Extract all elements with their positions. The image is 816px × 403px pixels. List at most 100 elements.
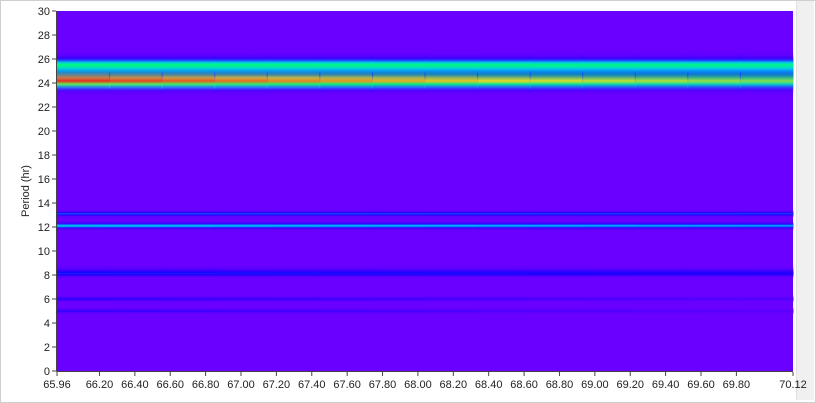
heatmap-band-segment: [425, 52, 479, 86]
y-tick-label: 4: [44, 318, 50, 330]
heatmap-band-segment: [214, 294, 268, 304]
y-tick-label: 30: [38, 6, 50, 18]
y-tick-label: 22: [38, 102, 50, 114]
heatmap-band-segment: [267, 220, 321, 232]
heatmap-band-segment: [214, 306, 268, 316]
x-tick-label: 66.20: [86, 379, 114, 391]
heatmap-band-segment: [267, 209, 321, 219]
x-tick-label: 69.40: [652, 379, 680, 391]
heatmap-band-segment: [57, 209, 111, 219]
heatmap-band-segment: [740, 220, 794, 232]
heatmap-band-segment: [214, 220, 268, 232]
heatmap-band-segment: [372, 209, 426, 219]
heatmap-band-segment: [109, 209, 163, 219]
x-tick-label: 66.60: [156, 379, 184, 391]
x-tick-label: 68.80: [546, 379, 574, 391]
x-tick-label: 69.00: [581, 379, 609, 391]
y-tick-label: 26: [38, 54, 50, 66]
heatmap-band-segment: [425, 220, 479, 232]
heatmap-band-segment: [372, 306, 426, 316]
heatmap-band-segment: [267, 294, 321, 304]
y-tick-label: 20: [38, 126, 50, 138]
heatmap-band-segment: [267, 52, 321, 86]
heatmap-band-segment: [319, 52, 373, 86]
y-tick-label: 2: [44, 342, 50, 354]
heatmap-band-segment: [372, 52, 426, 86]
y-tick-label: 0: [44, 366, 50, 378]
x-tick-label: 67.20: [263, 379, 291, 391]
heatmap-band-segment: [319, 294, 373, 304]
plot-area: [57, 11, 794, 371]
heatmap-band-segment: [687, 263, 741, 280]
x-tick-label: 66.80: [192, 379, 220, 391]
heatmap-band-segment: [582, 263, 636, 280]
heatmap-band-segment: [740, 209, 794, 219]
heatmap-band-segment: [57, 52, 111, 86]
heatmap-band-segment: [635, 52, 689, 86]
x-tick-label: 68.40: [475, 379, 503, 391]
heatmap-band-segment: [109, 294, 163, 304]
x-tick-label: 67.00: [227, 379, 255, 391]
heatmap-band-segment: [582, 294, 636, 304]
heatmap-band-segment: [477, 306, 531, 316]
heatmap-band-segment: [372, 263, 426, 280]
heatmap-band-segment: [57, 220, 111, 232]
x-tick-label: 69.80: [723, 379, 751, 391]
x-tick-label: 68.20: [440, 379, 468, 391]
y-tick-label: 18: [38, 150, 50, 162]
heatmap-band-segment: [425, 263, 479, 280]
y-tick-label: 16: [38, 174, 50, 186]
x-tick-label: 67.80: [369, 379, 397, 391]
heatmap-band-segment: [162, 209, 216, 219]
heatmap-band-segment: [477, 52, 531, 86]
heatmap-band-segment: [477, 263, 531, 280]
heatmap-band-segment: [57, 306, 111, 316]
heatmap-band-segment: [162, 263, 216, 280]
heatmap-band-segment: [740, 306, 794, 316]
x-tick-label: 69.60: [687, 379, 715, 391]
heatmap-band-segment: [372, 220, 426, 232]
heatmap-band-segment: [425, 294, 479, 304]
heatmap-band-segment: [740, 52, 794, 86]
heatmap-band-segment: [319, 263, 373, 280]
y-tick-label: 10: [38, 246, 50, 258]
heatmap-band-segment: [530, 294, 584, 304]
heatmap-band-segment: [109, 220, 163, 232]
heatmap-band-segment: [530, 263, 584, 280]
heatmap-band-segment: [214, 52, 268, 86]
y-tick-label: 8: [44, 270, 50, 282]
heatmap-band-segment: [635, 209, 689, 219]
heatmap-band-segment: [530, 209, 584, 219]
heatmap-band-segment: [740, 263, 794, 280]
y-tick-label: 28: [38, 30, 50, 42]
heatmap-band-segment: [109, 306, 163, 316]
y-axis-title: Period (hr): [20, 165, 32, 217]
heatmap-band-segment: [635, 294, 689, 304]
heatmap-band-segment: [319, 306, 373, 316]
heatmap-band-segment: [687, 306, 741, 316]
x-tick-label: 67.40: [298, 379, 326, 391]
x-tick-label: 65.96: [43, 379, 71, 391]
heatmap-band-segment: [687, 294, 741, 304]
x-tick-label: 68.00: [404, 379, 432, 391]
heatmap-band-segment: [687, 220, 741, 232]
heatmap-band-segment: [57, 263, 111, 280]
heatmap-band-segment: [582, 306, 636, 316]
x-tick-label: 66.40: [121, 379, 149, 391]
heatmap-band-segment: [477, 209, 531, 219]
heatmap-band-segment: [530, 52, 584, 86]
heatmap-band-segment: [319, 220, 373, 232]
heatmap-band-segment: [372, 294, 426, 304]
heatmap-band-segment: [425, 306, 479, 316]
heatmap-band-segment: [162, 306, 216, 316]
heatmap-band-segment: [530, 220, 584, 232]
heatmap-band-segment: [582, 52, 636, 86]
heatmap-band-segment: [162, 294, 216, 304]
heatmap-band-segment: [214, 263, 268, 280]
x-tick-label: 67.60: [333, 379, 361, 391]
y-tick-label: 14: [38, 198, 50, 210]
y-tick-label: 6: [44, 294, 50, 306]
heatmap-band-segment: [740, 294, 794, 304]
heatmap-band-segment: [162, 52, 216, 86]
